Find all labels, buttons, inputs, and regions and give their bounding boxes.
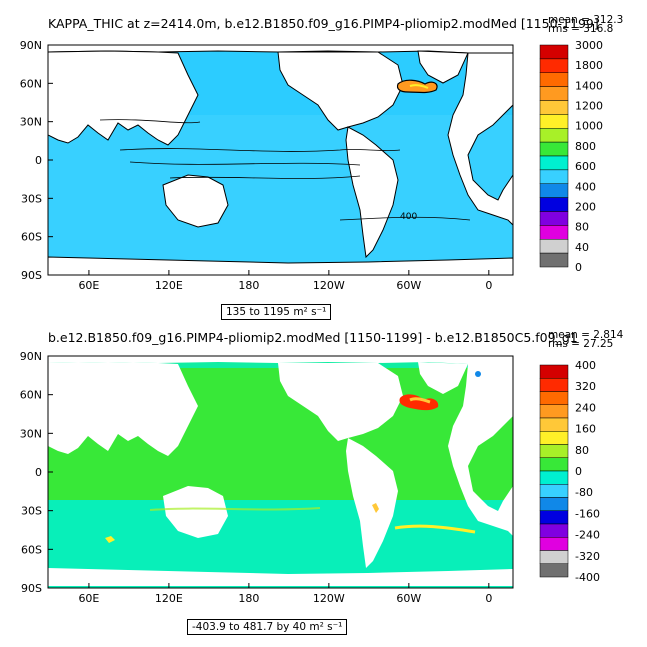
panel2-legend-label: -240 — [575, 529, 600, 542]
panel1-lat-label: 60N — [20, 77, 42, 90]
panel2-legend-label: -160 — [575, 507, 600, 520]
panel2-legend-swatch — [539, 364, 569, 379]
panel2-anomalies — [105, 371, 481, 543]
panel2-lat-label: 0 — [35, 466, 42, 479]
panel2-lon-label: 60E — [78, 592, 99, 605]
panel1-legend-swatch — [539, 252, 569, 268]
panel2-lon-label: 180 — [238, 592, 259, 605]
panel1-lon-label: 120E — [155, 279, 183, 292]
panel1-lon-label: 120W — [313, 279, 345, 292]
panel1-lat-label: 0 — [35, 154, 42, 167]
panel2-map — [48, 356, 513, 588]
panel1-lat-label: 30N — [20, 116, 42, 129]
panel1-legend-label: 1200 — [575, 100, 603, 113]
panel2-legend-swatch — [539, 537, 569, 551]
panel2-legend-label: -320 — [575, 550, 600, 563]
panel1-legend-label: 200 — [575, 200, 596, 213]
panel2-legend-swatch — [539, 444, 569, 458]
panel1-legend-label: 0 — [575, 261, 582, 274]
panel2-legend-swatch — [539, 497, 569, 511]
panel2-lon-label: 0 — [485, 592, 492, 605]
panel1-legend-swatch — [539, 239, 569, 254]
panel1-legend-label: 400 — [575, 180, 596, 193]
panel1-legend-label: 40 — [575, 241, 589, 254]
panel2-lon-label: 120E — [155, 592, 183, 605]
panel1-lat-label: 60S — [21, 231, 42, 244]
panel1-lon-label: 0 — [485, 279, 492, 292]
panel2-legend-label: 80 — [575, 444, 589, 457]
panel2-range: -403.9 to 481.7 by 40 m² s⁻¹ — [187, 619, 348, 635]
panel1-lat-label: 30S — [21, 192, 42, 205]
panel2-lat-label: 30S — [21, 505, 42, 518]
panel2-legend-swatch — [539, 523, 569, 538]
panel1-legend-swatch — [539, 197, 569, 212]
panel2-legend-swatch — [539, 404, 569, 419]
panel2-legend-swatch — [539, 391, 569, 405]
panel1-legend-label: 600 — [575, 160, 596, 173]
panel1-map — [48, 45, 513, 275]
panel1-range: 135 to 1195 m² s⁻¹ — [221, 304, 332, 320]
panel1-legend-swatch — [539, 114, 569, 129]
panel1-legend-swatch — [539, 128, 569, 143]
panel1-rms: rms = 316.8 — [548, 23, 614, 35]
panel1-lon-label: 180 — [238, 279, 259, 292]
panel2-legend-swatch — [539, 550, 569, 564]
panel2-legend-label: 0 — [575, 465, 582, 478]
panel2-legend-swatch — [539, 378, 569, 392]
panel1-legend-swatch — [539, 44, 569, 60]
panel1-legend-label: 1800 — [575, 59, 603, 72]
panel1-legend-swatch — [539, 169, 569, 184]
panel2-lat-label: 60N — [20, 389, 42, 402]
panel2-legend-label: -400 — [575, 571, 600, 584]
panel2-legend-label: 320 — [575, 380, 596, 393]
panel2-legend-swatch — [539, 563, 569, 578]
panel1-legend-label: 1000 — [575, 120, 603, 133]
panel2-legend-swatch — [539, 484, 569, 498]
panel1-lon-label: 60E — [78, 279, 99, 292]
panel2-legend-swatch — [539, 470, 569, 485]
panel2-title: b.e12.B1850.f09_g16.PIMP4-pliomip2.modMe… — [48, 330, 578, 345]
panel1-legend-swatch — [539, 86, 569, 101]
panel2-legend-label: 400 — [575, 359, 596, 372]
panel2-legend-swatch — [539, 510, 569, 525]
panel2-lat-label: 30N — [20, 427, 42, 440]
panel1-lat-label: 90N — [20, 39, 42, 52]
panel1-legend-swatch — [539, 211, 569, 226]
panel2-legend-label: -80 — [575, 486, 593, 499]
panel1-legend-swatch — [539, 183, 569, 198]
panel1-lon-label: 60W — [396, 279, 421, 292]
panel1-legend-swatch — [539, 58, 569, 73]
panel2-lat-label: 90S — [21, 582, 42, 595]
panel2-lon-label: 60W — [396, 592, 421, 605]
panel1-legend-label: 800 — [575, 140, 596, 153]
panel2-rms: rms = 27.25 — [548, 338, 614, 350]
panel1-legend-swatch — [539, 141, 569, 157]
panel1-lat-label: 90S — [21, 269, 42, 282]
panel2-lat-label: 90N — [20, 350, 42, 363]
panel2-lon-label: 120W — [313, 592, 345, 605]
panel1-legend-swatch — [539, 225, 569, 240]
panel1-legend-label: 80 — [575, 221, 589, 234]
panel1-legend-swatch — [539, 100, 569, 115]
panel2-legend-swatch — [539, 417, 569, 432]
panel2-legend-swatch — [539, 457, 569, 472]
panel1-legend-label: 1400 — [575, 79, 603, 92]
panel2-lat-label: 60S — [21, 543, 42, 556]
panel1-hotspot — [396, 79, 438, 94]
panel1-mean: mean = 312.3 — [548, 14, 624, 26]
panel2-mean: mean = 2.814 — [548, 329, 624, 341]
panel2-legend-label: 240 — [575, 401, 596, 414]
panel1-legend-label: 3000 — [575, 39, 603, 52]
panel2-legend-swatch — [539, 431, 569, 445]
panel1-legend-swatch — [539, 72, 569, 87]
panel1-contour-label: 400 — [400, 212, 417, 222]
panel2-legend-label: 160 — [575, 423, 596, 436]
panel1-legend-swatch — [539, 155, 569, 171]
panel1-title: KAPPA_THIC at z=2414.0m, b.e12.B1850.f09… — [48, 16, 599, 31]
